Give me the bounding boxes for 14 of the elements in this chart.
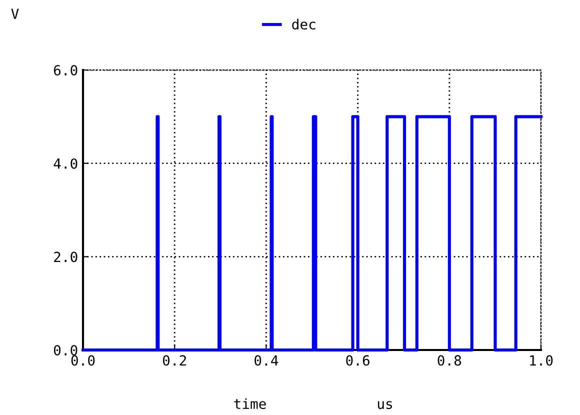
y-tick-label: 6.0	[54, 65, 78, 76]
y-axis-title: V	[11, 8, 19, 19]
x-tick-label: 0.2	[162, 355, 186, 366]
x-tick-label: 0.8	[438, 355, 462, 366]
y-tick-label: 2.0	[54, 252, 78, 262]
x-tick-label: 0.0	[71, 355, 95, 366]
x-tick-label: 1.0	[530, 355, 553, 366]
legend-label: dec	[292, 18, 316, 30]
x-tick-label: 0.6	[346, 355, 370, 366]
text: us	[378, 401, 392, 410]
y-tick-label: 0.0	[54, 345, 78, 356]
x-tick-label: 0.4	[254, 355, 278, 366]
x-axis-title: time	[234, 398, 266, 410]
y-tick-label: 4.0	[54, 158, 78, 169]
